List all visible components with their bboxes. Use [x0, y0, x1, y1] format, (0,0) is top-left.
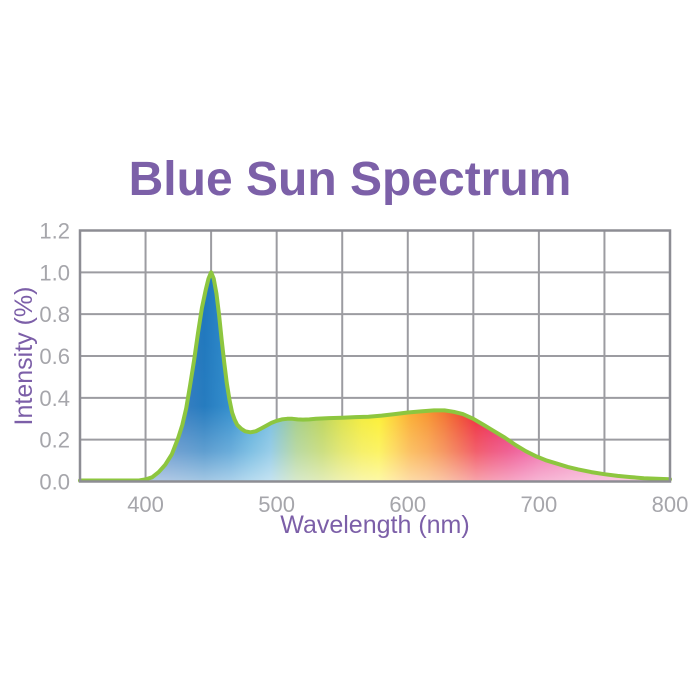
- x-tick-label: 600: [389, 492, 426, 517]
- chart-title: Blue Sun Spectrum: [128, 153, 572, 206]
- spectrum-curve: [78, 270, 672, 483]
- y-tick-label: 0.0: [39, 470, 70, 495]
- x-tick-label: 700: [521, 492, 558, 517]
- y-tick-label: 0.2: [39, 428, 70, 453]
- y-tick-label: 0.6: [39, 344, 70, 369]
- y-tick-label: 1.2: [39, 219, 70, 244]
- x-axis-label: Wavelength (nm): [280, 511, 469, 539]
- x-tick-label: 500: [258, 492, 295, 517]
- y-axis-label: Intensity (%): [10, 287, 38, 426]
- x-tick-label: 800: [652, 492, 689, 517]
- y-tick-label: 0.8: [39, 302, 70, 327]
- y-tick-label: 1.0: [39, 260, 70, 285]
- plot-frame: [78, 229, 672, 483]
- x-tick-label: 400: [127, 492, 164, 517]
- spectrum-fill-fade: [80, 272, 670, 482]
- y-tick-label: 0.4: [39, 386, 70, 411]
- chart-built: 0.0 0.2 0.4 0.6 0.8 1.0 1.2 400 500 600 700 800: [39, 219, 688, 518]
